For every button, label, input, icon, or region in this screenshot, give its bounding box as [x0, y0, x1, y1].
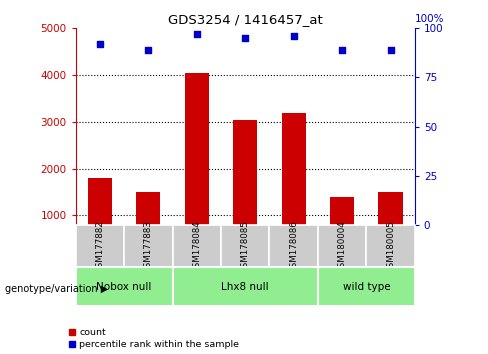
- Text: GSM177883: GSM177883: [144, 221, 153, 273]
- Text: wild type: wild type: [343, 282, 390, 292]
- Bar: [173, 267, 318, 306]
- Bar: [330, 197, 354, 225]
- Bar: [124, 225, 173, 267]
- Bar: [76, 267, 173, 306]
- Text: Nobox null: Nobox null: [97, 282, 152, 292]
- Bar: [366, 225, 415, 267]
- Bar: [173, 225, 221, 267]
- Bar: [318, 225, 366, 267]
- Text: GSM180004: GSM180004: [338, 221, 346, 273]
- Bar: [184, 73, 209, 225]
- Bar: [136, 192, 161, 225]
- Bar: [76, 225, 124, 267]
- Text: 100%: 100%: [415, 15, 444, 24]
- Bar: [269, 225, 318, 267]
- Text: GSM178086: GSM178086: [289, 221, 298, 273]
- Point: [242, 35, 249, 41]
- Text: genotype/variation ▶: genotype/variation ▶: [5, 284, 108, 293]
- Bar: [233, 120, 257, 225]
- Bar: [379, 192, 403, 225]
- Point: [96, 41, 104, 47]
- Point: [144, 47, 152, 53]
- Title: GDS3254 / 1416457_at: GDS3254 / 1416457_at: [168, 13, 323, 26]
- Legend: count, percentile rank within the sample: count, percentile rank within the sample: [68, 329, 240, 349]
- Point: [338, 47, 346, 53]
- Bar: [221, 225, 269, 267]
- Text: GSM178085: GSM178085: [241, 221, 250, 273]
- Text: GSM180005: GSM180005: [386, 221, 395, 273]
- Bar: [282, 113, 306, 225]
- Text: GSM177882: GSM177882: [95, 221, 104, 273]
- Point: [193, 32, 201, 37]
- Text: GSM178084: GSM178084: [192, 221, 201, 273]
- Point: [290, 33, 298, 39]
- Text: Lhx8 null: Lhx8 null: [222, 282, 269, 292]
- Point: [386, 47, 394, 53]
- Bar: [318, 267, 415, 306]
- Bar: [88, 178, 112, 225]
